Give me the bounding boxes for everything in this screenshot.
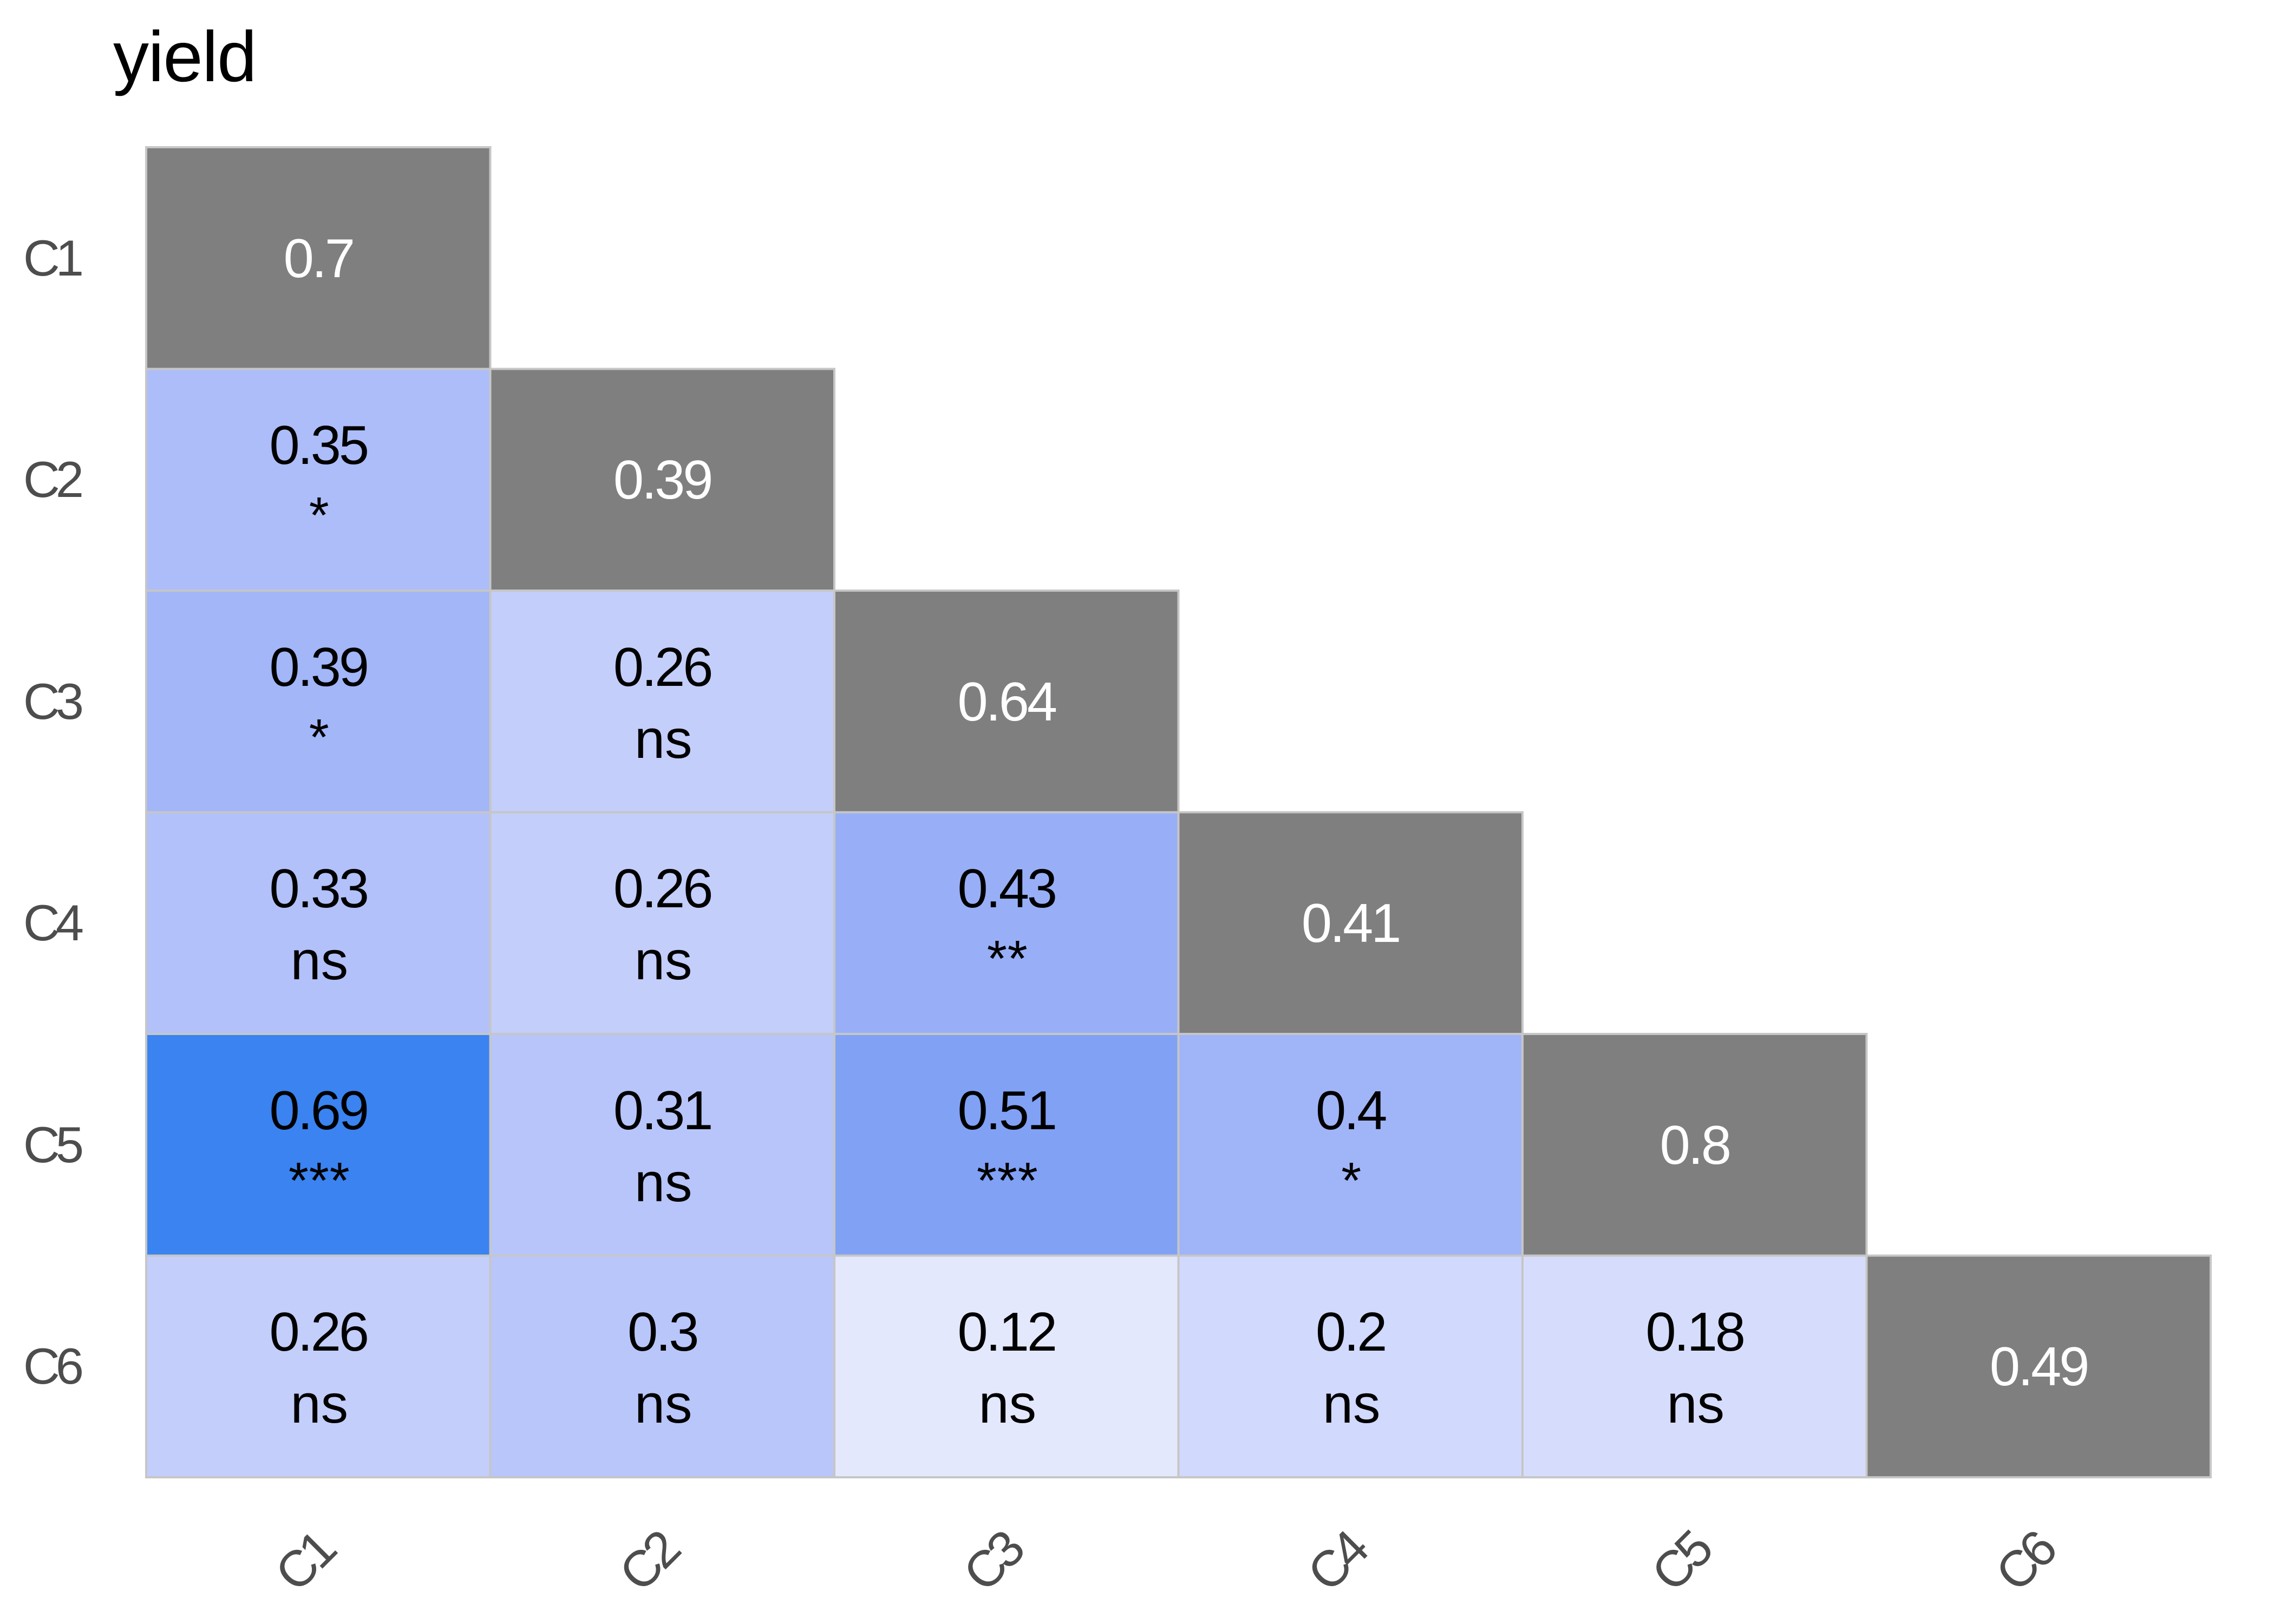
svg-text:0.69: 0.69: [270, 1081, 368, 1141]
svg-text:0.35: 0.35: [270, 415, 368, 476]
svg-text:ns: ns: [635, 1152, 692, 1213]
svg-text:0.26: 0.26: [270, 1302, 368, 1363]
svg-text:**: **: [987, 930, 1028, 987]
svg-text:***: ***: [289, 1152, 350, 1209]
svg-text:*: *: [309, 487, 330, 544]
svg-text:C3: C3: [23, 673, 82, 730]
svg-text:yield: yield: [113, 17, 256, 96]
svg-text:0.2: 0.2: [1316, 1302, 1385, 1363]
svg-text:0.26: 0.26: [613, 859, 711, 919]
svg-text:*: *: [1341, 1152, 1362, 1209]
svg-text:ns: ns: [978, 1374, 1036, 1435]
svg-text:0.39: 0.39: [613, 450, 711, 510]
svg-text:ns: ns: [635, 931, 692, 991]
svg-text:ns: ns: [290, 1374, 348, 1435]
svg-text:0.49: 0.49: [1990, 1337, 2088, 1397]
svg-text:***: ***: [977, 1152, 1038, 1209]
svg-text:0.8: 0.8: [1660, 1115, 1729, 1176]
svg-text:C5: C5: [23, 1116, 82, 1173]
svg-text:ns: ns: [1323, 1374, 1381, 1435]
svg-text:0.31: 0.31: [613, 1081, 711, 1141]
svg-text:ns: ns: [290, 931, 348, 991]
svg-text:C1: C1: [23, 230, 82, 286]
svg-text:0.3: 0.3: [628, 1302, 697, 1363]
svg-text:*: *: [309, 709, 330, 766]
svg-text:0.39: 0.39: [270, 637, 368, 698]
svg-text:0.12: 0.12: [958, 1302, 1056, 1363]
svg-text:0.33: 0.33: [270, 859, 368, 919]
svg-text:0.41: 0.41: [1302, 893, 1400, 954]
svg-text:0.43: 0.43: [958, 859, 1056, 919]
svg-text:C6: C6: [23, 1338, 82, 1394]
svg-text:0.51: 0.51: [958, 1081, 1056, 1141]
svg-text:ns: ns: [1667, 1374, 1724, 1435]
svg-text:C4: C4: [23, 894, 83, 951]
svg-text:0.4: 0.4: [1316, 1081, 1386, 1141]
svg-text:ns: ns: [635, 1374, 692, 1435]
svg-text:0.64: 0.64: [958, 672, 1056, 732]
svg-text:0.7: 0.7: [284, 228, 353, 289]
svg-text:0.18: 0.18: [1646, 1302, 1744, 1363]
svg-text:ns: ns: [635, 709, 692, 770]
svg-text:C2: C2: [23, 451, 82, 508]
svg-text:0.26: 0.26: [613, 637, 711, 698]
